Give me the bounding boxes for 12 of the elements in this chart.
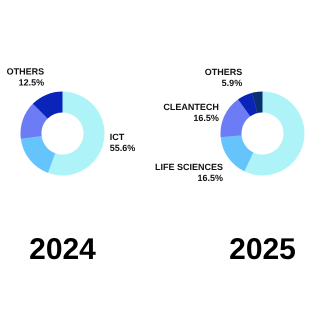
slice-label: OTHERS bbox=[6, 66, 44, 76]
text: 2025 bbox=[229, 233, 296, 266]
data-label: 16.5% bbox=[193, 113, 219, 124]
slice-label: OTHERS bbox=[204, 67, 242, 78]
slice-label: LIFE SCIENCES bbox=[155, 162, 224, 172]
data-label: 16.5% bbox=[198, 172, 224, 183]
slice-label: CLEANTECH bbox=[163, 102, 219, 112]
text: 2024 bbox=[29, 233, 96, 266]
data-label: 55.6% bbox=[110, 142, 136, 153]
slice-label: ICT bbox=[110, 132, 125, 142]
data-label: 12.5% bbox=[18, 77, 44, 88]
data-label: 5.9% bbox=[222, 78, 242, 88]
